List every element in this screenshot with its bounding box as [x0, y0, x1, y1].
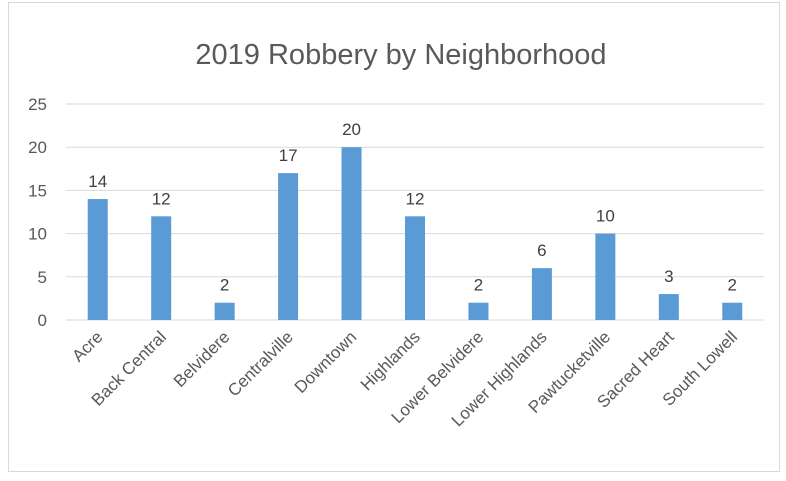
- bar: [722, 302, 743, 320]
- y-tick-label: 25: [28, 95, 47, 114]
- data-label: 12: [152, 189, 171, 208]
- y-tick-label: 0: [38, 311, 47, 330]
- data-label: 6: [537, 241, 546, 260]
- x-category-label: Centralville: [224, 327, 297, 400]
- bar: [278, 173, 299, 320]
- bar: [405, 216, 425, 320]
- y-tick-label: 15: [28, 181, 47, 200]
- data-labels: 14 12 2 17 20 12 2 6 10 3 2: [88, 120, 737, 295]
- y-tick-label: 20: [28, 138, 47, 157]
- bar: [151, 216, 172, 320]
- data-label: 20: [342, 120, 361, 139]
- chart-title: 2019 Robbery by Neighborhood: [195, 39, 606, 71]
- chart-frame: [8, 2, 780, 472]
- bar: [531, 268, 552, 320]
- data-label: 2: [728, 276, 737, 295]
- data-label: 14: [88, 172, 107, 191]
- x-category-label: Downtown: [291, 327, 361, 397]
- gridlines: [66, 103, 764, 321]
- data-label: 2: [220, 276, 229, 295]
- bars: [87, 147, 743, 320]
- x-category-label: Highlands: [357, 327, 424, 394]
- data-label: 17: [279, 146, 298, 165]
- bar: [214, 302, 235, 320]
- data-label: 2: [474, 276, 483, 295]
- x-category-label: Belvidere: [170, 327, 234, 391]
- bar: [341, 147, 362, 320]
- y-tick-label: 10: [28, 225, 47, 244]
- x-category-label: Acre: [68, 327, 106, 365]
- data-label: 12: [406, 189, 425, 208]
- bar: [595, 233, 616, 320]
- data-label: 3: [664, 267, 673, 286]
- bar: [658, 294, 679, 320]
- data-label: 10: [596, 207, 615, 226]
- y-axis-ticks: 0 5 10 15 20 25: [28, 95, 47, 330]
- bar: [468, 302, 489, 320]
- bar: [87, 199, 108, 320]
- y-tick-label: 5: [38, 268, 47, 287]
